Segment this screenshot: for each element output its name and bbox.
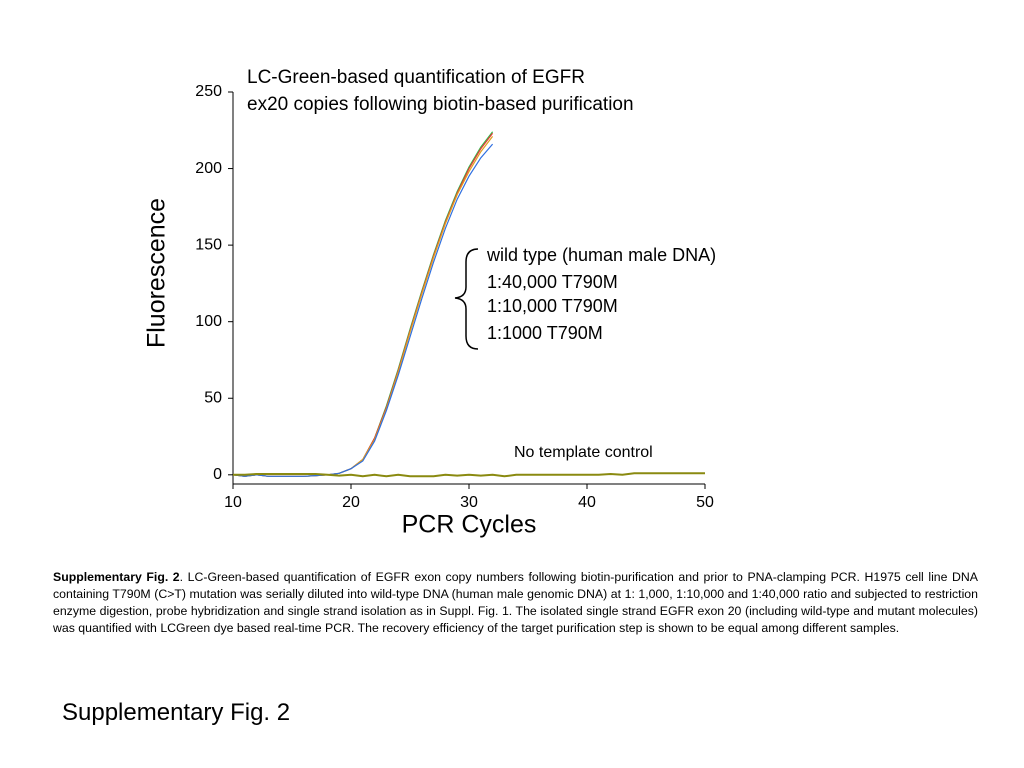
series-line <box>232 143 494 477</box>
footer: Supplementary Fig. 2 <box>62 699 291 726</box>
legend-label: 1:10,000 T790M <box>487 296 618 316</box>
caption: Supplementary Fig. 2. LC-Green-based qua… <box>53 569 978 637</box>
legend-label: wild type (human male DNA) <box>486 245 716 265</box>
x-tick-label: 40 <box>578 494 596 511</box>
series-line <box>232 132 494 477</box>
caption-label: Supplementary Fig. 2 <box>53 570 180 584</box>
y-tick-label: 0 <box>213 466 222 483</box>
x-tick-label: 30 <box>460 494 478 511</box>
y-tick-label: 100 <box>195 313 222 330</box>
caption-text: . LC-Green-based quantification of EGFR … <box>53 570 978 635</box>
series-label: No template control <box>514 444 653 461</box>
chart-title: LC-Green-based quantification of EGFR <box>247 67 585 88</box>
legend-label: 1:1000 T790M <box>487 323 603 343</box>
chart-title: ex20 copies following biotin-based purif… <box>247 94 634 115</box>
x-tick-label: 20 <box>342 494 360 511</box>
x-tick-label: 10 <box>224 494 242 511</box>
x-axis-label: PCR Cycles <box>402 511 537 539</box>
y-tick-label: 200 <box>195 160 222 177</box>
x-tick-label: 50 <box>696 494 714 511</box>
series-line <box>232 136 494 477</box>
chart: LC-Green-based quantification of EGFR ex… <box>143 67 716 539</box>
legend-label: 1:40,000 T790M <box>487 272 618 292</box>
y-tick-label: 50 <box>204 389 222 406</box>
legend-brace <box>454 248 479 350</box>
y-tick-label: 150 <box>195 236 222 253</box>
series-line <box>232 131 494 477</box>
y-tick-label: 250 <box>195 83 222 100</box>
series-line <box>233 472 705 478</box>
y-axis-label: Fluorescence <box>143 198 171 348</box>
